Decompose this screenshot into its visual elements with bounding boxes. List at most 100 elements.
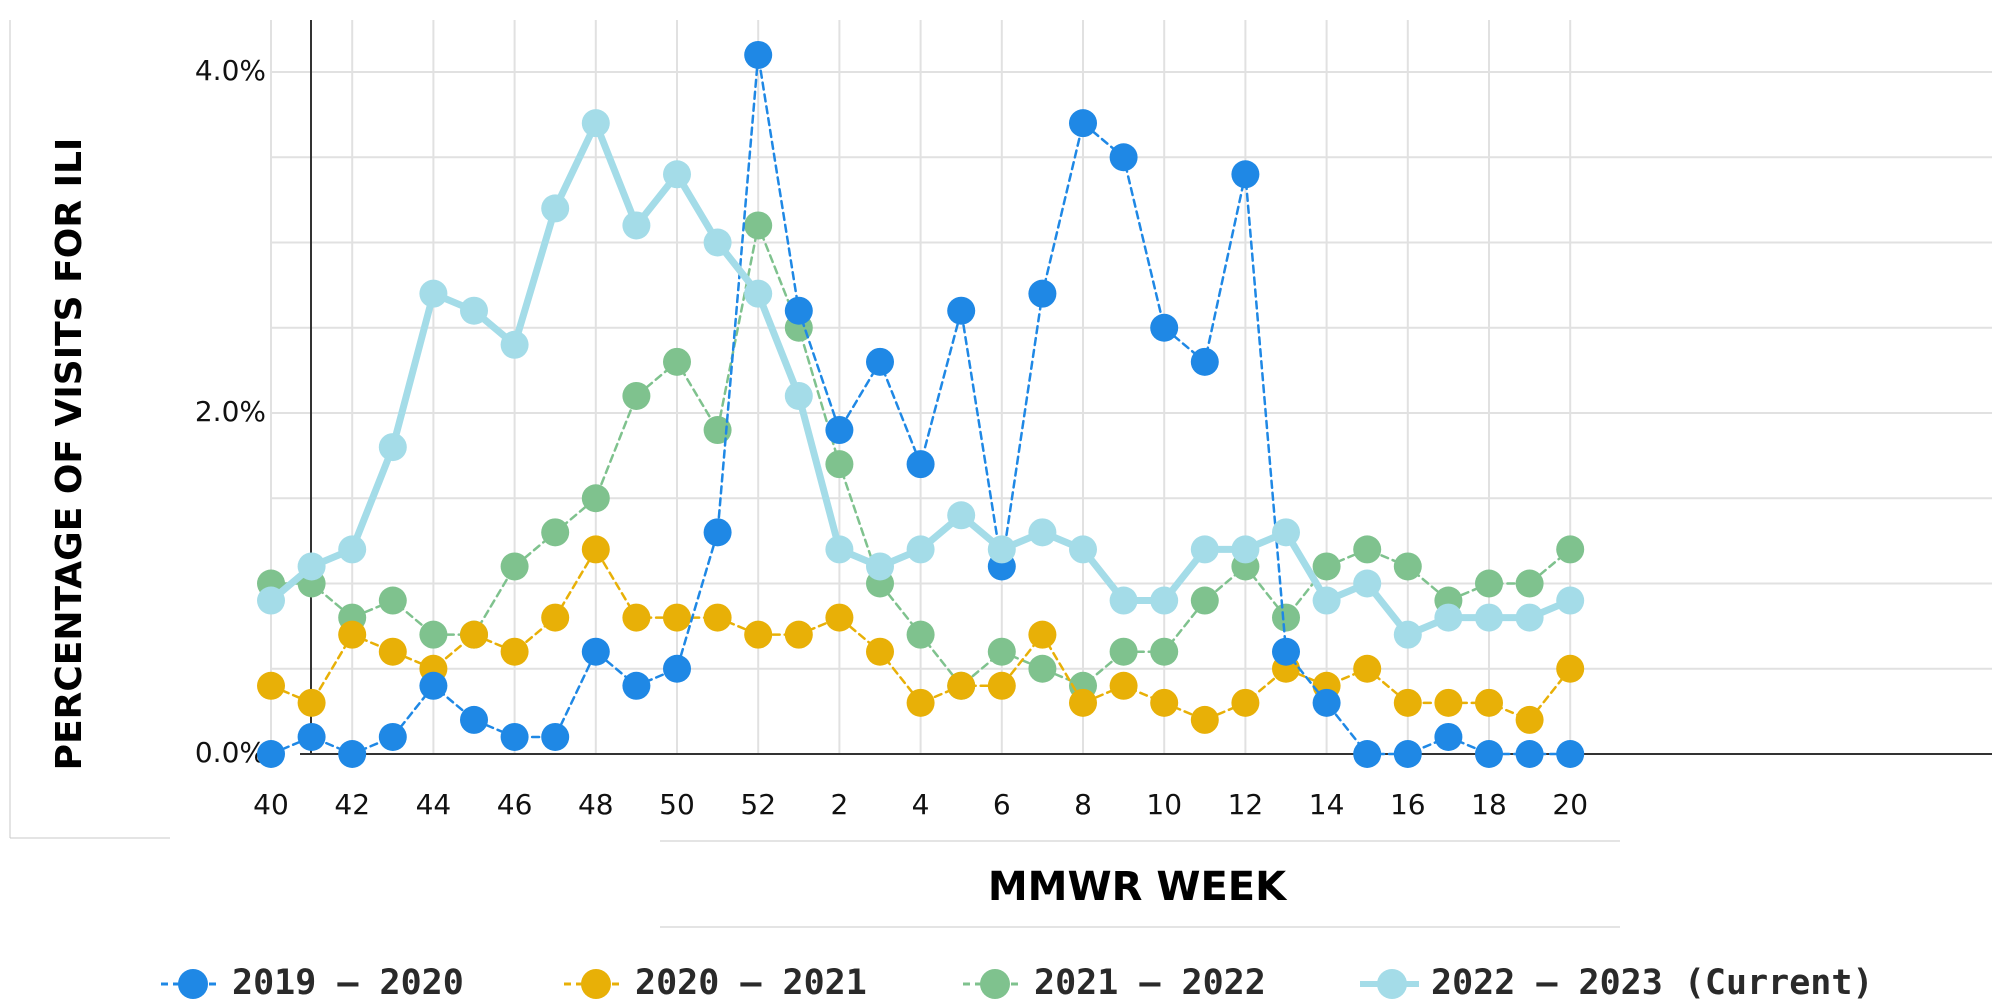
x-tick-label: 12 (1228, 788, 1264, 821)
data-point (825, 535, 854, 564)
data-point (581, 109, 610, 138)
data-point (744, 211, 773, 240)
data-point (987, 535, 1016, 564)
legend-marker (1377, 969, 1407, 999)
data-point (1069, 109, 1097, 138)
data-point (663, 347, 691, 376)
legend-item-1: 2020 – 2021 (564, 963, 867, 1003)
data-point (1475, 603, 1503, 632)
data-point (338, 740, 367, 768)
data-point (1393, 740, 1422, 768)
data-point (906, 688, 935, 717)
x-tick-label: 6 (993, 788, 1011, 821)
data-point (1515, 740, 1544, 768)
data-point (1028, 279, 1057, 308)
data-point (297, 688, 326, 717)
x-tick-label: 18 (1471, 788, 1507, 821)
data-point (1150, 586, 1179, 615)
data-point (541, 722, 570, 751)
y-axis-title: PERCENTAGE OF VISITS FOR ILI (49, 138, 90, 771)
data-point (1312, 586, 1341, 615)
data-point (744, 620, 773, 649)
data-point (744, 279, 773, 308)
data-point (663, 160, 691, 189)
data-point (703, 518, 732, 547)
data-point (866, 637, 894, 666)
x-tick-label: 10 (1146, 788, 1182, 821)
data-point (947, 501, 976, 530)
legend-item-3: 2022 – 2023 (Current) (1360, 963, 1874, 1003)
data-point (1353, 654, 1382, 683)
legend-item-0: 2019 – 2020 (161, 963, 464, 1003)
x-tick-label: 40 (253, 788, 289, 821)
data-point (1190, 705, 1219, 734)
data-point (378, 586, 407, 615)
data-point (1475, 688, 1503, 717)
data-point (1272, 603, 1300, 632)
data-point (297, 552, 326, 581)
axis-layer: 4.0%2.0%0.0%40 42 44 46 48 50 52 2 4 6 8 10 12 14 16 18… (195, 20, 1992, 821)
data-point (1150, 313, 1179, 342)
data-point (987, 671, 1016, 700)
data-point (500, 330, 529, 359)
data-point (1150, 637, 1179, 666)
data-point (460, 705, 488, 734)
x-axis-title: MMWR WEEK (988, 864, 1288, 910)
data-point (378, 433, 407, 462)
legend-marker (980, 969, 1010, 999)
data-point (378, 722, 407, 751)
data-point (1190, 535, 1219, 564)
y-tick-label: 0.0% (195, 736, 266, 769)
data-point (581, 535, 610, 564)
data-point (825, 450, 854, 479)
data-point (663, 603, 691, 632)
data-point (1190, 586, 1219, 615)
data-point (1109, 143, 1138, 172)
data-point (1069, 688, 1097, 717)
data-point (622, 211, 651, 240)
data-point (1556, 740, 1585, 768)
data-point (1312, 688, 1341, 717)
x-tick-label: 16 (1390, 788, 1426, 821)
data-point (1272, 637, 1300, 666)
data-point (581, 484, 610, 513)
data-point (1393, 552, 1422, 581)
legend-label: 2022 – 2023 (Current) (1431, 963, 1874, 1003)
data-point (784, 620, 813, 649)
data-point (297, 722, 326, 751)
x-tick-label: 4 (912, 788, 930, 821)
data-point (1231, 688, 1260, 717)
data-point (338, 620, 367, 649)
legend-item-2: 2021 – 2022 (963, 963, 1266, 1003)
data-point (1393, 620, 1422, 649)
data-point (460, 296, 488, 325)
data-point (622, 671, 651, 700)
data-point (703, 603, 732, 632)
data-point (1231, 160, 1260, 189)
chart-frame (9, 20, 1620, 928)
legend-label: 2021 – 2022 (1034, 963, 1266, 1003)
data-point (1109, 586, 1138, 615)
data-point (703, 416, 732, 445)
data-point (378, 637, 407, 666)
data-point (1150, 688, 1179, 717)
data-point (1353, 535, 1382, 564)
data-point (1393, 688, 1422, 717)
data-point (1515, 705, 1544, 734)
data-point (744, 40, 773, 69)
x-tick-label: 2 (830, 788, 848, 821)
data-point (1515, 603, 1544, 632)
legend-label: 2019 – 2020 (232, 963, 464, 1003)
series-3 (257, 109, 1585, 649)
legend: 2019 – 2020 2020 – 2021 2021 – 2022 2022 – … (161, 963, 1874, 1003)
data-point (460, 620, 488, 649)
data-point (1434, 688, 1463, 717)
data-point (866, 347, 894, 376)
x-tick-label: 14 (1309, 788, 1345, 821)
data-point (947, 671, 976, 700)
data-point (1028, 620, 1057, 649)
series-layer (257, 40, 1585, 768)
x-tick-label: 20 (1552, 788, 1588, 821)
data-point (906, 535, 935, 564)
data-point (581, 637, 610, 666)
